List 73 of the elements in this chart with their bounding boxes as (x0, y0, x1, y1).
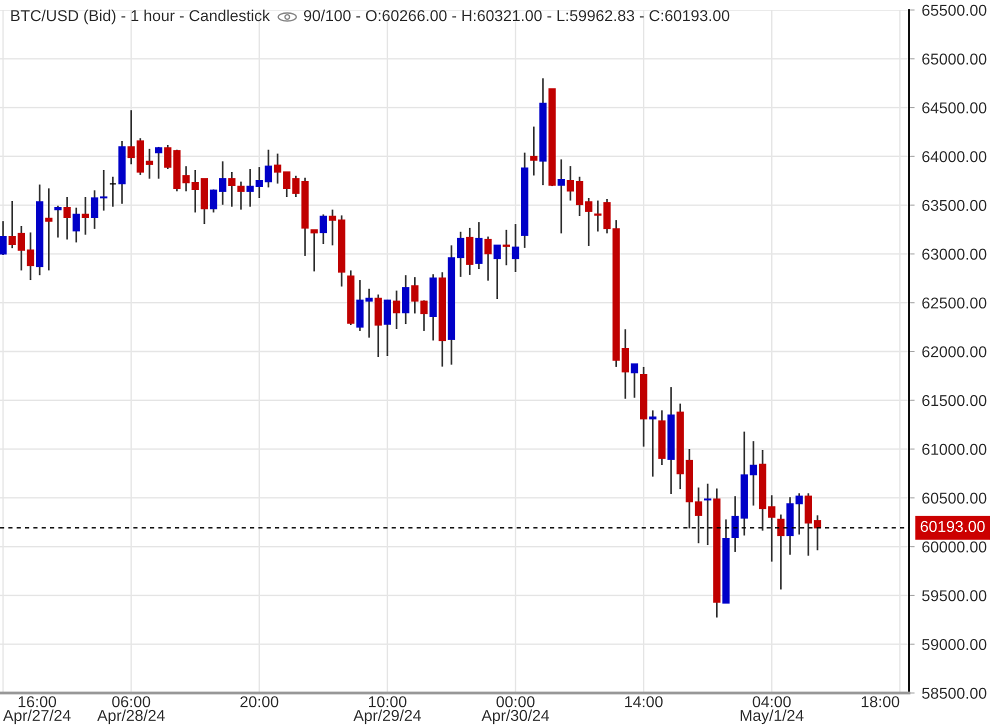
candlestick (576, 176, 584, 217)
y-tick-label: 59000.00 (922, 638, 986, 650)
ref-line-label: 60193.00 (920, 520, 985, 532)
x-tick-label: 16:00 Apr/27/24 (3, 696, 71, 724)
candlestick (63, 196, 71, 240)
candlestick (768, 494, 776, 562)
candlestick (54, 204, 62, 238)
candlestick (219, 160, 226, 206)
y-tick-label: 64500.00 (922, 102, 986, 114)
candlestick (512, 223, 520, 273)
x-tick-label: 14:00 (625, 696, 663, 708)
candlestick (558, 158, 565, 234)
candlestick (100, 169, 108, 212)
candlestick (585, 197, 592, 247)
candlestick (210, 188, 218, 214)
candlestick (594, 200, 602, 232)
x-tick-label: 20:00 (240, 696, 278, 708)
y-tick-label: 63500.00 (922, 200, 986, 211)
candlestick (704, 482, 712, 546)
candlestick (310, 228, 318, 272)
candlestick (320, 214, 327, 245)
candlestick (109, 176, 117, 208)
y-tick-label: 64000.00 (922, 151, 986, 162)
candlestick (146, 148, 154, 180)
candlestick (630, 363, 638, 399)
candlestick (365, 288, 373, 338)
candlestick (750, 440, 758, 506)
candlestick (228, 171, 236, 208)
candlestick (90, 189, 98, 230)
candlestick (420, 299, 428, 332)
candlestick (502, 228, 510, 266)
candlestick (411, 276, 418, 314)
candlestick (164, 144, 172, 170)
candlestick (796, 492, 803, 536)
candlestick (328, 208, 336, 246)
y-tick-label: 63000.00 (922, 248, 986, 260)
candlestick (45, 188, 52, 272)
y-tick-label: 59500.00 (922, 590, 986, 602)
chart-subtitle: 90/100 - O:60266.00 - H:60321.00 - L:59962.83 - C:60193.00 (304, 10, 730, 22)
candlestick (566, 165, 574, 202)
candlestick (392, 290, 400, 330)
y-tick-label: 58500.00 (922, 688, 986, 699)
candlestick (777, 514, 785, 590)
candlestick (484, 236, 492, 282)
candlestick (530, 126, 538, 176)
candlestick (182, 165, 190, 192)
candlestick (274, 152, 282, 184)
x-tick-label: 10:00 Apr/29/24 (353, 696, 421, 724)
y-tick-label: 62500.00 (922, 297, 986, 309)
y-tick-label: 65500.00 (922, 4, 986, 16)
candlestick (0, 220, 7, 256)
x-tick-label: 18:00 (862, 696, 900, 708)
candlestick (494, 244, 501, 300)
candlestick (694, 486, 702, 544)
candlestick (456, 230, 464, 278)
candlestick (649, 410, 656, 478)
x-tick-label: 00:00 Apr/30/24 (482, 696, 550, 724)
candlestick (237, 180, 245, 210)
candlestick (384, 298, 392, 357)
candlestick (154, 146, 162, 180)
chart-title: BTC/USD (Bid) - 1 hour - Candlestick (11, 10, 270, 24)
y-tick-label: 60500.00 (922, 492, 986, 504)
y-tick-label: 61500.00 (922, 395, 986, 406)
y-tick-label: 62000.00 (922, 346, 986, 358)
candlestick (26, 232, 34, 281)
x-tick-label: 04:00 May/1/24 (740, 696, 804, 724)
y-tick-label: 61000.00 (922, 444, 986, 455)
y-tick-label: 60000.00 (922, 541, 986, 552)
candlestick (264, 148, 272, 188)
y-tick-label: 65000.00 (922, 54, 986, 65)
candlestick (72, 206, 80, 244)
candlestick (82, 196, 90, 236)
x-tick-label: 06:00 Apr/28/24 (97, 696, 165, 724)
